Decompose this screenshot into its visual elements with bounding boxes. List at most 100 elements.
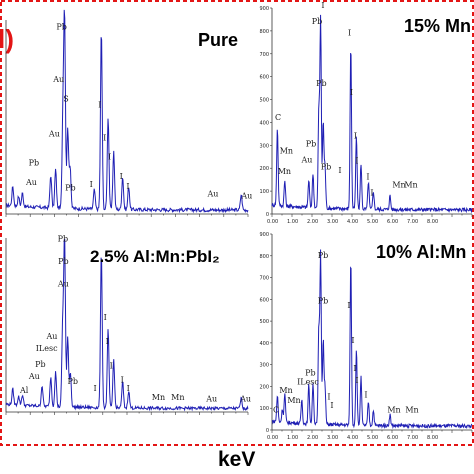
peak-label: Pb: [318, 297, 329, 306]
peak-label: Pb: [68, 377, 79, 386]
y-tick-label: 900: [259, 6, 269, 12]
y-tick-label: 400: [259, 120, 269, 126]
peak-label: I: [126, 182, 129, 191]
peak-label: Pb: [306, 139, 317, 148]
peak-label: Au: [240, 191, 252, 200]
peak-label: I: [350, 88, 353, 97]
peak-label: Au: [28, 372, 40, 381]
peak-label: I: [106, 337, 109, 346]
peak-label: I: [355, 376, 358, 385]
spectrum-panel-2: 0.00 1.00 2.00 3.00 4.00 5.00 6.00 7.00 8.00 0 100…: [259, 1, 473, 225]
peak-label: Au: [25, 178, 37, 187]
peak-label: Au: [48, 129, 60, 138]
peak-label: C: [275, 113, 281, 122]
y-tick-label: 200: [259, 384, 269, 390]
peak-label: Au: [57, 280, 69, 289]
peak-label: Pb: [58, 234, 69, 243]
y-tick-label: 700: [259, 276, 269, 282]
peak-label: I: [355, 157, 358, 166]
peak-label: I: [127, 384, 130, 393]
y-tick-label: 0: [266, 428, 269, 434]
peak-label: Au: [205, 395, 217, 404]
peak-label: Pb: [56, 23, 67, 32]
y-tick-label: 900: [259, 232, 269, 238]
peak-label: Pb: [305, 369, 316, 378]
x-tick-label: 3.00: [327, 219, 338, 225]
x-tick-label: 6.00: [387, 219, 398, 225]
peak-label: Au: [301, 156, 313, 165]
peak-label: I: [354, 131, 357, 140]
peak-label: I: [104, 313, 107, 322]
peak-label: Pb: [65, 184, 76, 193]
y-tick-label: 500: [259, 98, 269, 104]
y-tick-label: 300: [259, 363, 269, 369]
peak-label: I: [103, 133, 106, 142]
spectrum-series-line: [5, 9, 249, 214]
x-tick-label: 0.00: [267, 435, 278, 441]
peak-label: Mn: [405, 406, 418, 415]
peak-label: Mn: [280, 146, 293, 155]
y-tick-label: 100: [259, 189, 269, 195]
x-tick-label: 4.00: [347, 435, 358, 441]
peak-label: Mn: [279, 386, 292, 395]
y-tick-label: 700: [259, 52, 269, 58]
peak-label: I: [370, 189, 373, 198]
peak-label: Pb: [316, 79, 327, 88]
x-tick-label: 0.00: [267, 219, 278, 225]
x-tick-label: 7.00: [407, 219, 418, 225]
peak-label: Au: [46, 332, 58, 341]
panel-title: Pure: [198, 30, 238, 50]
y-tick-label: 800: [259, 29, 269, 35]
peak-label: I: [93, 384, 96, 393]
peak-label: I: [120, 172, 123, 181]
y-tick-label: 100: [259, 406, 269, 412]
panel-title: 15% Mn: [404, 16, 471, 36]
peak-label: I: [121, 375, 124, 384]
panel-title: 2.5% Al:Mn:PbI₂: [90, 247, 220, 266]
y-tick-label: 600: [259, 297, 269, 303]
peak-label: I: [330, 401, 333, 410]
peak-label: I: [110, 362, 113, 371]
y-tick-label: 800: [259, 254, 269, 260]
peak-label: Pb: [312, 17, 323, 26]
y-tick-label: 400: [259, 341, 269, 347]
y-tick-label: 0: [266, 212, 269, 218]
y-tick-label: 200: [259, 166, 269, 172]
peak-label: C: [273, 406, 279, 415]
panel-title: 10% Al:Mn: [376, 242, 466, 262]
x-tick-label: 3.00: [327, 435, 338, 441]
peak-label: Al: [19, 386, 29, 395]
x-tick-label: 5.00: [367, 219, 378, 225]
peak-label: I: [348, 28, 351, 37]
y-tick-label: 500: [259, 319, 269, 325]
x-tick-label: 6.00: [387, 435, 398, 441]
spectrum-series-line: [271, 249, 473, 430]
peak-label: Mn: [152, 393, 165, 402]
x-tick-label: 1.00: [287, 219, 298, 225]
peak-label: I: [327, 393, 330, 402]
peak-label: Mn: [278, 167, 291, 176]
peak-label: Au: [52, 75, 64, 84]
peak-label: I: [366, 173, 369, 182]
peak-label: Au: [206, 190, 218, 199]
peak-label: I: [364, 390, 367, 399]
peak-label: I: [90, 180, 93, 189]
part-label: l): [0, 24, 14, 54]
peak-label: Mn: [287, 396, 300, 405]
peak-label: Mn: [404, 181, 417, 190]
peak-label: I: [338, 166, 341, 175]
peak-label: I: [321, 1, 324, 10]
peak-label: I: [351, 336, 354, 345]
peak-label: Pb: [318, 251, 329, 260]
x-tick-label: 4.00: [347, 219, 358, 225]
peak-label: I: [98, 100, 101, 109]
y-tick-label: 600: [259, 75, 269, 81]
peak-label: Mn: [392, 181, 405, 190]
peak-label: Mn: [387, 406, 400, 415]
dashed-frame: [0, 0, 474, 446]
x-tick-label: 8.00: [427, 435, 438, 441]
peak-label: ILesc: [297, 377, 319, 386]
